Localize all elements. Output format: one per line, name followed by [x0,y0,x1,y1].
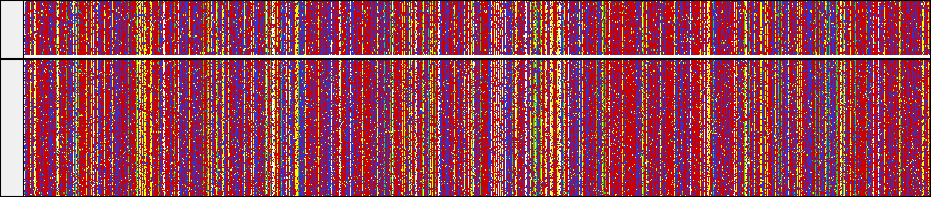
Bar [0,0,23,197]
